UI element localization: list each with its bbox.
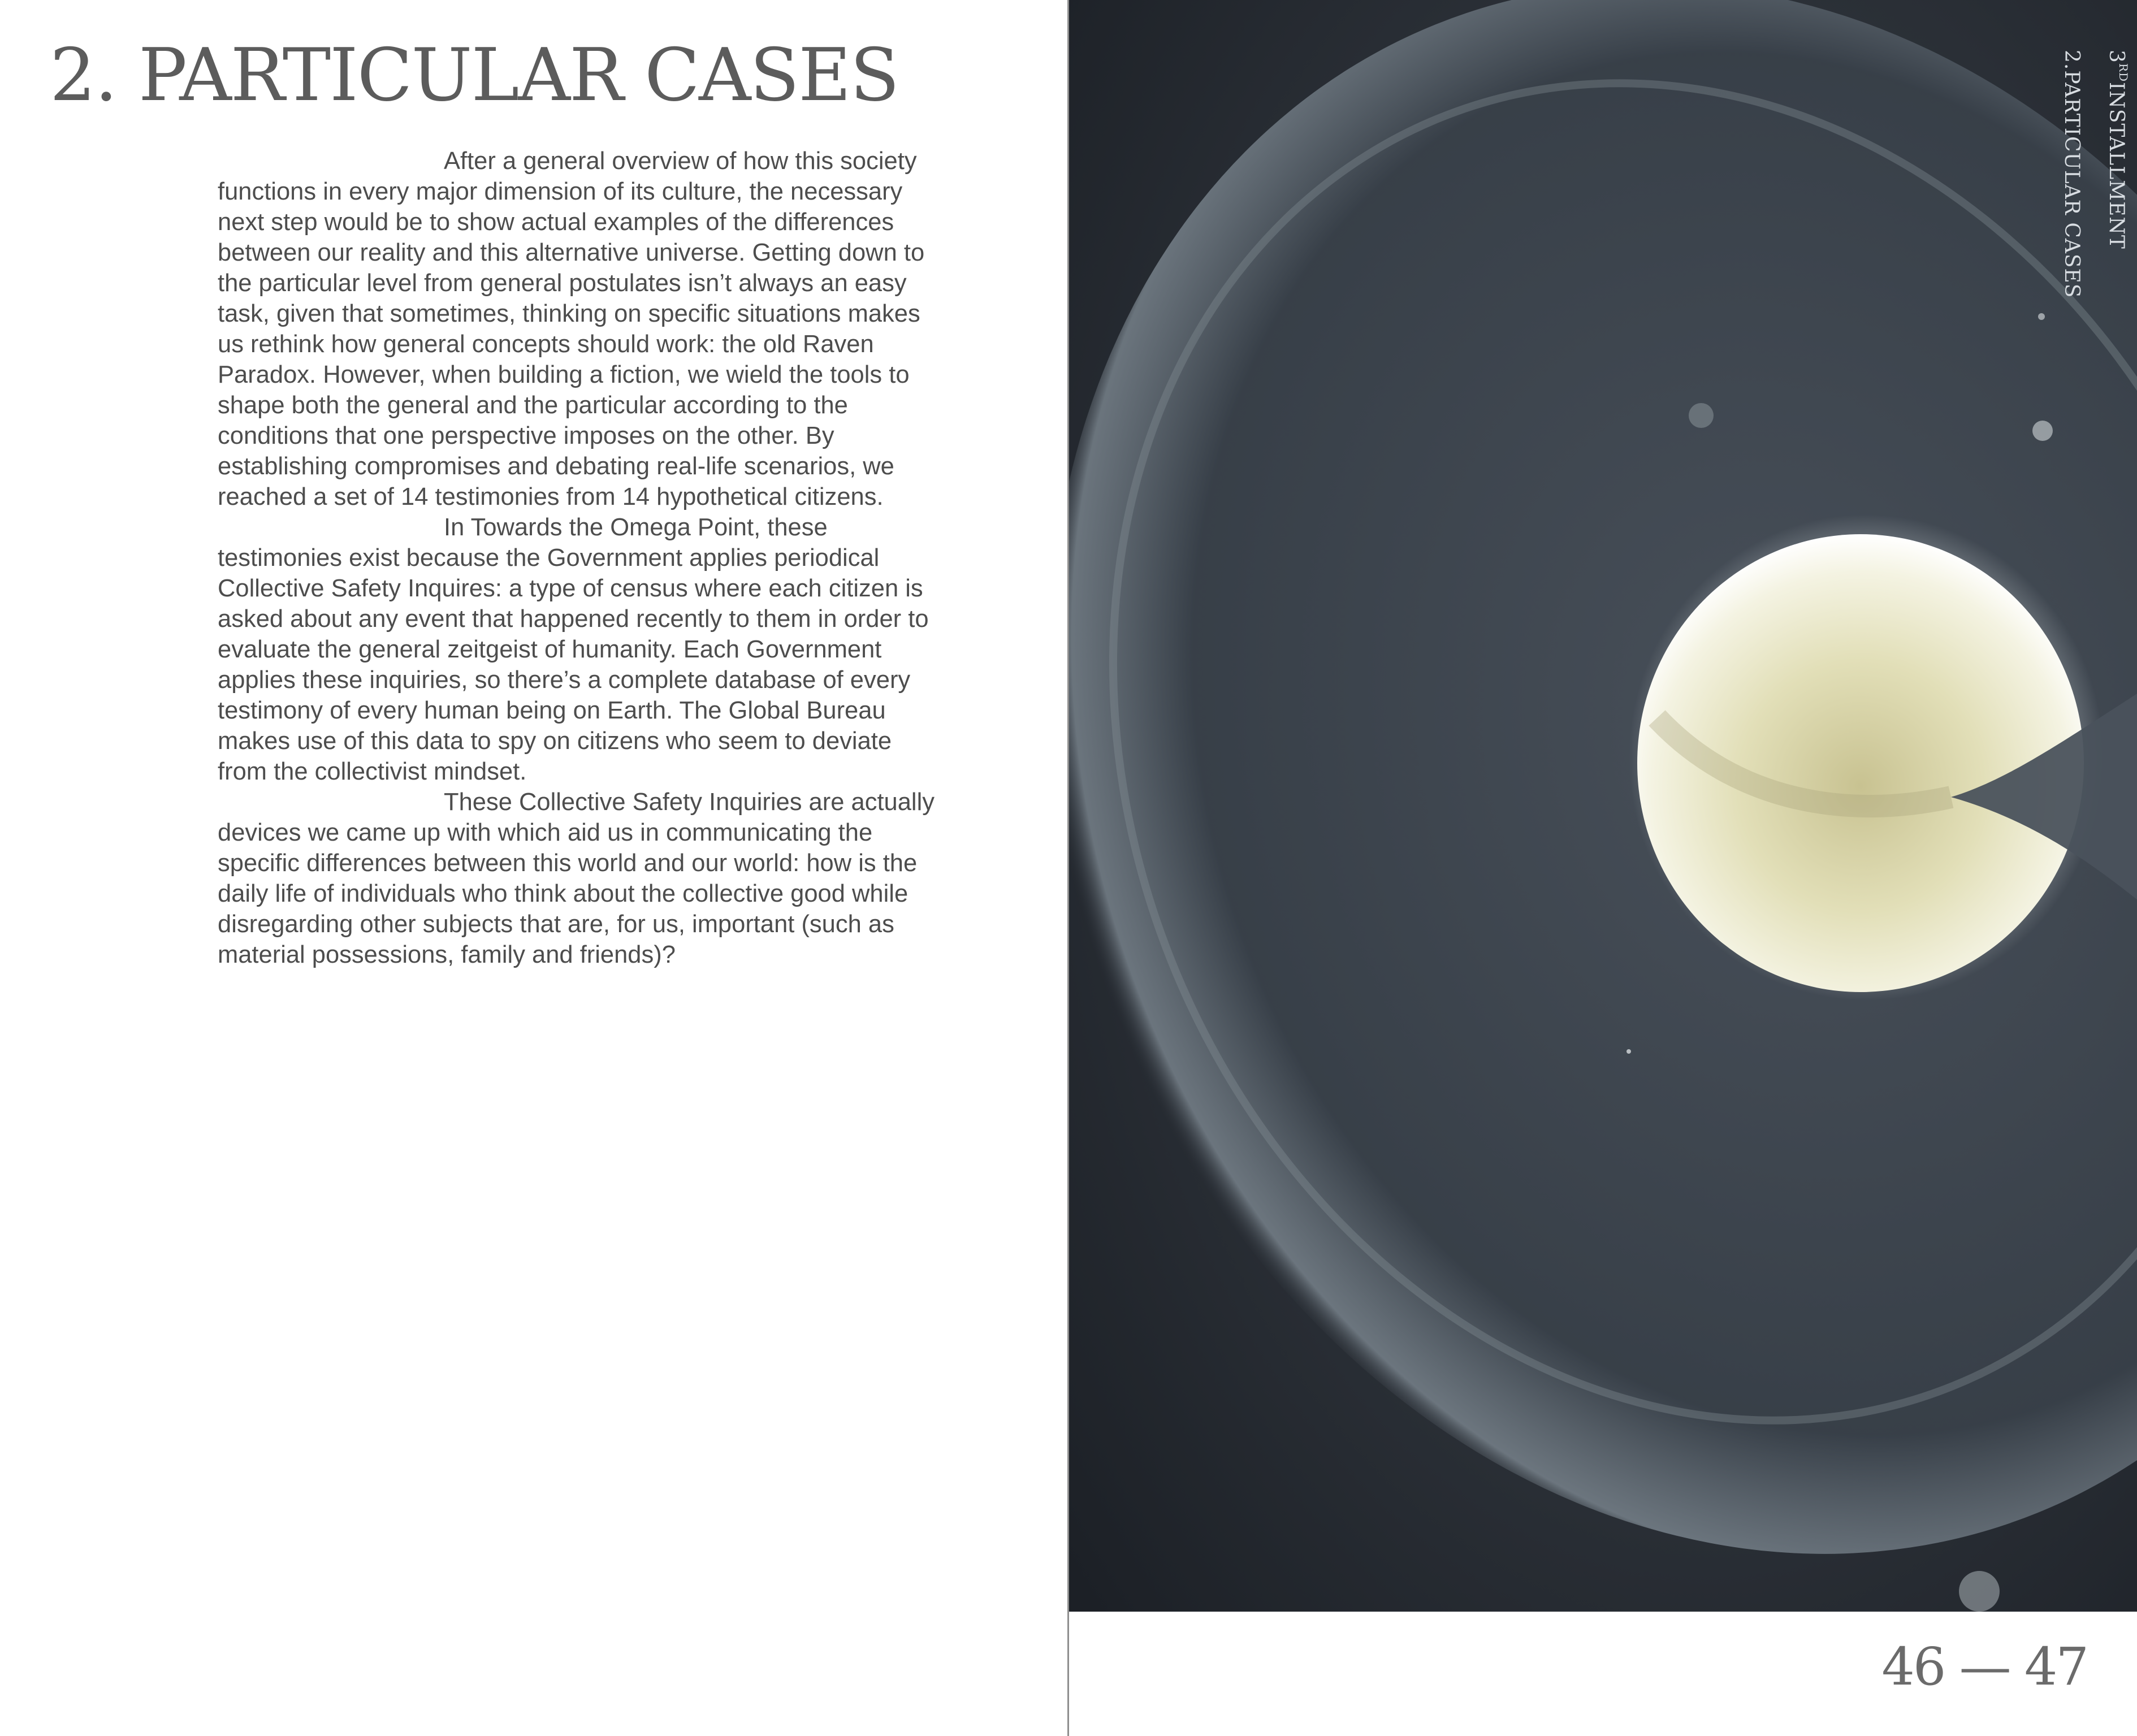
installment-label: INSTALLMENT xyxy=(2105,82,2128,249)
paragraph-2: In Towards the Omega Point, these testim… xyxy=(218,514,929,785)
yolk-fold xyxy=(1649,710,1954,818)
yolk-cleft xyxy=(1951,694,2137,900)
chapter-label: PARTICULAR CASES xyxy=(2060,70,2083,298)
page-title: 2. PARTICULAR CASES xyxy=(50,33,899,118)
page-numbers: 46 — 47 xyxy=(1881,1637,2089,1697)
yolk xyxy=(1637,534,2084,992)
particle xyxy=(2038,313,2045,320)
particle xyxy=(1689,403,1714,428)
left-page: 2. PARTICULAR CASES After a general over… xyxy=(0,0,1067,1736)
running-head-chapter: 2.PARTICULAR CASES xyxy=(2034,50,2086,298)
particle xyxy=(2032,421,2053,441)
embryo-photo xyxy=(1069,0,2137,1612)
embryo-illustration xyxy=(1069,0,2137,1612)
body-text: After a general overview of how this soc… xyxy=(218,146,941,970)
installment-number: 3 xyxy=(2105,50,2128,63)
particle xyxy=(1959,1571,2000,1612)
paragraph-1: After a general overview of how this soc… xyxy=(218,148,925,510)
page-gutter xyxy=(1067,0,1069,1736)
running-head: 3RDINSTALLMENT 2.PARTICULAR CASES xyxy=(2034,50,2137,298)
installment-suffix: RD xyxy=(2117,63,2130,82)
running-head-installment: 3RDINSTALLMENT xyxy=(2086,50,2137,298)
inner-membrane xyxy=(1109,79,2137,1425)
chapter-number: 2. xyxy=(2060,50,2083,71)
particle xyxy=(1626,1049,1631,1054)
paragraph-3: These Collective Safety Inquiries are ac… xyxy=(218,789,935,968)
